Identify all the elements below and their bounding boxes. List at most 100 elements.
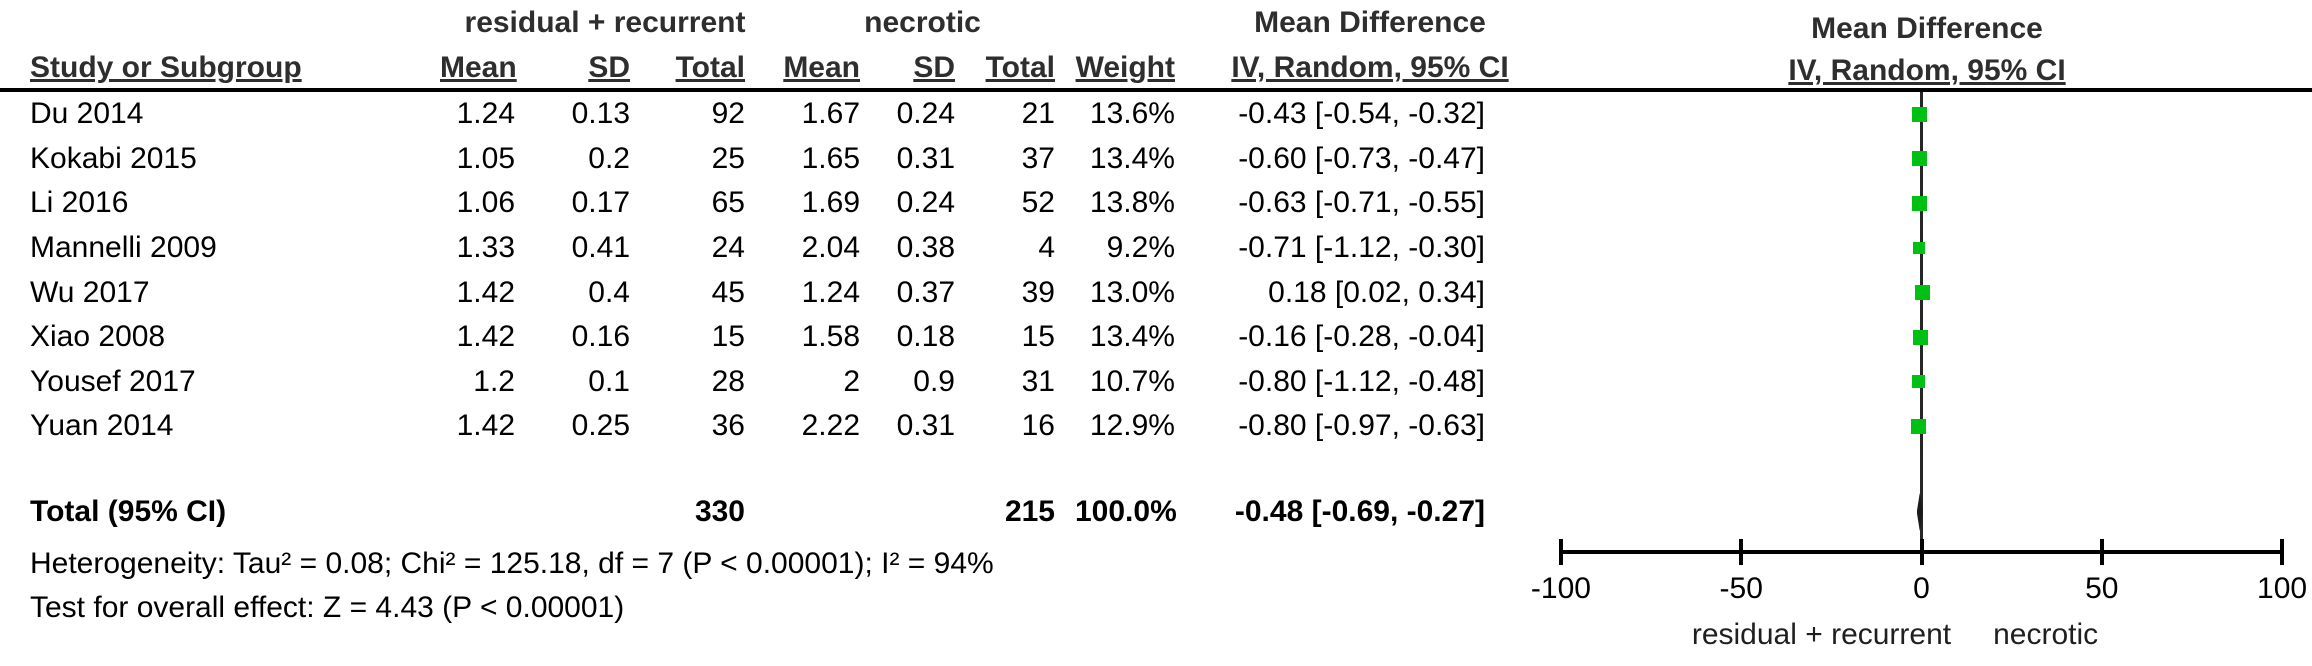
group1-sd: 0.17 [571,186,630,220]
effect-square [1912,106,1928,122]
group2-total: 39 [1021,275,1055,309]
study-weight: 13.4% [1089,141,1175,175]
group2-total: 21 [1021,97,1055,131]
study-effect-ci: -0.80 [-1.12, -0.48] [1238,364,1485,398]
study-row: Yuan 2014 1.42 0.25 36 2.22 0.31 16 12.9… [0,404,1545,449]
study-name: Yuan 2014 [30,409,174,443]
group2-header: necrotic [864,6,981,39]
total-effect-ci: -0.48 [-0.69, -0.27] [1234,495,1485,528]
study-effect-ci: -0.80 [-0.97, -0.63] [1238,409,1485,443]
group1-mean: 1.42 [456,409,515,443]
group2-sd: 0.24 [896,97,955,131]
effect-square [1913,329,1929,345]
axis-tick [2099,539,2104,565]
group1-total: 36 [711,409,745,443]
axis-tick [1558,539,1563,565]
study-effect-ci: -0.16 [-0.28, -0.04] [1238,320,1485,354]
study-row: Yousef 2017 1.2 0.1 28 2 0.9 31 10.7% -0… [0,360,1545,405]
axis-tick [1739,539,1744,565]
group2-sd: 0.31 [896,409,955,443]
group1-sd: 0.25 [571,409,630,443]
axis-tick [1919,539,1924,565]
pooled-effect-diamond [1916,493,1923,531]
group1-mean: 1.24 [456,97,515,131]
study-name: Mannelli 2009 [30,231,217,265]
col-total2-header: Total [985,51,1055,84]
col-total1-header: Total [675,51,745,84]
effect-square [1911,419,1927,434]
study-rows: Du 2014 1.24 0.13 92 1.67 0.24 21 13.6% … [0,92,1545,449]
effect-square [1914,285,1930,301]
effect-square [1912,242,1925,255]
axis-tick-label: -50 [1719,572,1763,605]
group2-total: 52 [1021,186,1055,220]
group2-mean: 2.22 [801,409,860,443]
group2-sd: 0.38 [896,231,955,265]
header-separator-line [0,88,2312,92]
study-name: Li 2016 [30,186,129,220]
overall-effect-test: Test for overall effect: Z = 4.43 (P < 0… [30,591,625,624]
group1-mean: 1.33 [456,231,515,265]
study-row: Wu 2017 1.42 0.4 45 1.24 0.37 39 13.0% 0… [0,270,1545,315]
group2-sd: 0.24 [896,186,955,220]
study-name: Kokabi 2015 [30,141,197,175]
total-weight: 100.0% [1075,495,1177,528]
group2-mean: 1.67 [801,97,860,131]
study-weight: 13.4% [1089,320,1175,354]
group2-sd: 0.9 [913,364,955,398]
group1-mean: 1.42 [456,320,515,354]
effect-square [1911,196,1927,211]
group1-mean: 1.42 [456,275,515,309]
study-effect-ci: -0.60 [-0.73, -0.47] [1238,141,1485,175]
group2-mean: 1.58 [801,320,860,354]
group2-mean: 1.65 [801,141,860,175]
group2-mean: 2.04 [801,231,860,265]
total-group2-n: 215 [1004,495,1055,528]
total-group1-n: 330 [694,495,745,528]
group2-sd: 0.31 [896,141,955,175]
effect-measure-header-left: Mean Difference [1254,6,1486,39]
group1-sd: 0.4 [588,275,630,309]
group1-mean: 1.05 [456,141,515,175]
col-study-header: Study or Subgroup [30,51,302,84]
col-mean1-header: Mean [440,51,517,84]
col-weight-header: Weight [1075,51,1175,84]
group1-sd: 0.16 [571,320,630,354]
study-effect-ci: -0.63 [-0.71, -0.55] [1238,186,1485,220]
axis-tick [2280,539,2285,565]
effect-measure-header-plot: Mean Difference [1811,12,2043,45]
group1-total: 28 [711,364,745,398]
study-row: Du 2014 1.24 0.13 92 1.67 0.24 21 13.6% … [0,92,1545,137]
effect-square [1912,375,1926,389]
favours-right-caption: necrotic [1993,618,2099,651]
axis-tick-label: -100 [1530,572,1591,605]
group1-total: 65 [711,186,745,220]
study-effect-ci: 0.18 [0.02, 0.34] [1268,275,1485,309]
favours-left-caption: residual + recurrent [1691,618,1952,651]
study-weight: 13.8% [1089,186,1175,220]
study-row: Li 2016 1.06 0.17 65 1.69 0.24 52 13.8% … [0,181,1545,226]
study-effect-ci: -0.71 [-1.12, -0.30] [1238,231,1485,265]
group1-total: 25 [711,141,745,175]
axis-tick-label: 50 [2085,572,2119,605]
group2-total: 31 [1021,364,1055,398]
group2-mean: 2 [843,364,860,398]
column-header-row: Study or Subgroup Mean SD Total Mean SD … [0,48,1545,88]
group1-total: 15 [711,320,745,354]
group1-sd: 0.1 [588,364,630,398]
effect-method-header-plot: IV, Random, 95% CI [1788,54,2066,87]
study-name: Du 2014 [30,97,144,131]
zero-reference-line [1920,92,1923,552]
study-weight: 13.0% [1089,275,1175,309]
col-sd1-header: SD [588,51,630,84]
group2-sd: 0.37 [896,275,955,309]
group1-mean: 1.06 [456,186,515,220]
axis-tick-label: 0 [1913,572,1930,605]
group2-total: 37 [1021,141,1055,175]
effect-square [1911,151,1927,167]
col-sd2-header: SD [913,51,955,84]
study-name: Wu 2017 [30,275,150,309]
group2-total: 4 [1038,231,1055,265]
group2-mean: 1.69 [801,186,860,220]
